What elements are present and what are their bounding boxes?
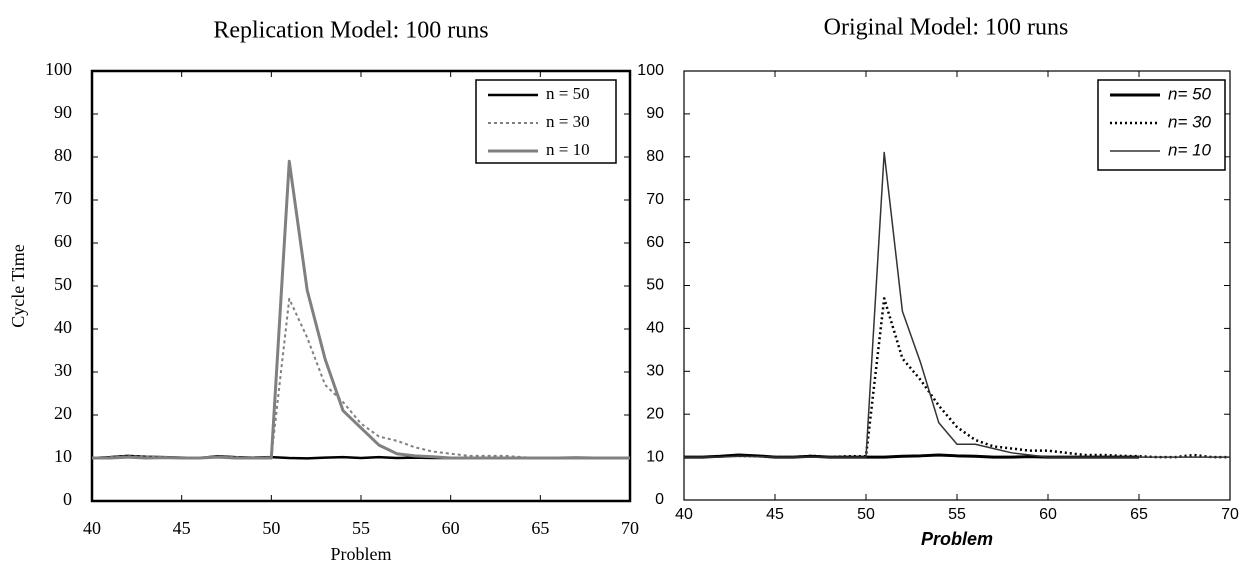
x-tick-label: 45 — [173, 518, 191, 538]
subplot: Original Model: 100 runs 0 10 20 30 40 50 60 70 8… — [637, 15, 1239, 549]
y-tick-label: 50 — [54, 274, 72, 294]
x-axis-label: Problem — [921, 529, 993, 549]
series-line — [92, 159, 630, 460]
series-line — [91, 297, 630, 459]
y-tick-label: 0 — [655, 491, 664, 508]
series-line — [684, 151, 1230, 458]
x-tick-label: 50 — [262, 518, 280, 538]
x-tick-label: 40 — [675, 506, 693, 523]
y-tick-label: 20 — [54, 403, 72, 423]
legend-label: n= 30 — [1168, 112, 1212, 131]
subplot: Replication Model: 100 runs 0 10 20 30 40 50 60… — [8, 18, 639, 565]
x-tick-label: 65 — [1130, 506, 1148, 523]
legend-label: n = 50 — [546, 84, 590, 103]
y-tick-label: 100 — [45, 59, 72, 79]
chart-title: Replication Model: 100 runs — [213, 18, 488, 44]
y-tick-label: 90 — [54, 102, 72, 122]
x-tick-label: 45 — [766, 506, 784, 523]
x-tick-label: 60 — [442, 518, 460, 538]
x-axis-label: Problem — [331, 544, 392, 564]
x-tick-label: 55 — [948, 506, 966, 523]
y-tick-label: 30 — [646, 363, 664, 380]
legend-label: n = 30 — [546, 112, 590, 131]
legend-label: n= 50 — [1168, 84, 1212, 103]
x-tick-label: 60 — [1039, 506, 1057, 523]
x-tick-label: 70 — [1221, 506, 1239, 523]
y-axis-label: Cycle Time — [8, 244, 28, 328]
y-tick-label: 70 — [54, 188, 72, 208]
y-tick-label: 10 — [54, 446, 72, 466]
x-tick-label: 70 — [621, 518, 639, 538]
y-tick-label: 50 — [646, 277, 664, 294]
y-tick-label: 80 — [646, 148, 664, 165]
y-tick-label: 100 — [637, 62, 664, 79]
x-tick-label: 55 — [352, 518, 370, 538]
legend-label: n= 10 — [1168, 140, 1212, 159]
x-tick-label: 40 — [83, 518, 101, 538]
y-tick-label: 20 — [646, 405, 664, 422]
legend-label: n = 10 — [546, 140, 590, 159]
chart-title: Original Model: 100 runs — [824, 15, 1069, 41]
y-tick-label: 80 — [54, 145, 72, 165]
x-tick-label: 50 — [857, 506, 875, 523]
y-tick-label: 10 — [646, 448, 664, 465]
x-tick-label: 65 — [531, 518, 549, 538]
y-tick-label: 40 — [54, 317, 72, 337]
y-tick-label: 90 — [646, 105, 664, 122]
y-tick-label: 0 — [63, 489, 72, 509]
y-tick-label: 70 — [646, 191, 664, 208]
y-tick-label: 60 — [54, 231, 72, 251]
y-tick-label: 40 — [646, 320, 664, 337]
y-tick-label: 60 — [646, 234, 664, 251]
y-tick-label: 30 — [54, 360, 72, 380]
series-line — [684, 297, 1230, 459]
